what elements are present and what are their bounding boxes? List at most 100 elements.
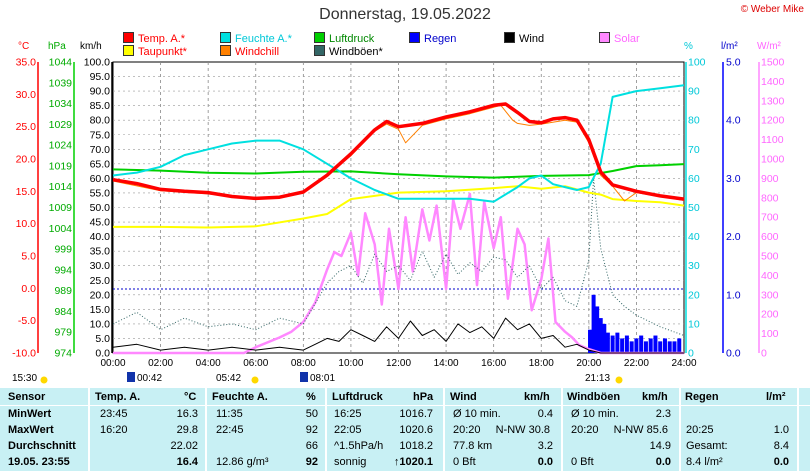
th-wind-unit: km/h	[524, 391, 550, 403]
wind-axis-label: 0.0	[95, 348, 110, 360]
wind-axis-label: 55.0	[90, 187, 111, 199]
table-cell: 50	[305, 408, 318, 420]
table-cell: 8.4	[773, 440, 789, 452]
table-cell: 16.4	[176, 456, 198, 468]
solar-axis-label: 800	[761, 192, 779, 204]
rain-bar	[653, 335, 658, 353]
unit-hpa: hPa	[48, 41, 66, 52]
table-cell: ↑1020.1	[393, 456, 433, 468]
series-line-windben	[112, 177, 685, 336]
table-cell: 22:45	[216, 424, 244, 436]
series-line-solar	[113, 192, 684, 355]
legend-swatch	[123, 45, 134, 56]
temp-axis-label: 35.0	[16, 57, 37, 69]
pressure-axis-label: 974	[54, 348, 72, 360]
wind-axis-label: 5.0	[95, 333, 110, 345]
solar-axis-label: 1300	[761, 95, 785, 107]
sunset-marker	[615, 376, 623, 384]
unit-lm2: l/m²	[721, 41, 738, 52]
legend-label: Luftdruck	[329, 33, 375, 45]
legend-swatch	[504, 32, 515, 43]
th-temp: Temp. A.	[95, 391, 141, 403]
table-cell: Durchschnitt	[8, 440, 76, 452]
unit-celsius: °C	[18, 41, 30, 52]
table-cell: Gesamt:	[686, 440, 728, 452]
x-tick-label: 10:00	[338, 358, 363, 369]
temp-axis-label: 0.0	[21, 283, 36, 295]
rain-axis-label: 2.0	[726, 231, 741, 243]
solar-axis-label: 900	[761, 173, 779, 185]
solar-axis-label: 500	[761, 251, 779, 263]
wind-axis-label: 20.0	[90, 289, 111, 301]
wind-axis-label: 45.0	[90, 217, 111, 229]
rain-bar	[615, 332, 620, 353]
table-cell: 11:35	[216, 408, 243, 420]
rain-axis-label: 0.0	[726, 348, 741, 360]
table-cell: 12.86 g/m³	[216, 456, 269, 468]
wind-axis-label: 65.0	[90, 158, 111, 170]
legend-label: Wind	[519, 33, 545, 45]
table-cell: 66	[305, 440, 318, 452]
pressure-axis-label: 984	[54, 306, 72, 318]
temp-axis-label: -5.0	[18, 315, 36, 327]
rain-bar	[610, 335, 615, 353]
table-cell: 1020.6	[399, 424, 433, 436]
table-cell: 22:05	[334, 424, 362, 436]
table-cell: 0.0	[537, 456, 553, 468]
solar-axis-label: 1100	[761, 134, 784, 146]
x-tick-label: 08:00	[291, 358, 316, 369]
page-title: Donnerstag, 19.05.2022	[319, 6, 491, 23]
wind-axis-label: 95.0	[90, 71, 111, 83]
stats-table	[0, 388, 810, 471]
sunrise-marker	[251, 376, 259, 384]
legend-item: Solar	[599, 32, 640, 45]
pressure-axis-label: 979	[54, 327, 72, 339]
wind-axis-label: 85.0	[90, 100, 111, 112]
table-cell: 77.8 km	[453, 440, 493, 452]
table-cell: sonnig	[334, 456, 367, 468]
x-tick-label: 06:00	[243, 358, 268, 369]
humidity-axis-label: 70	[688, 144, 700, 156]
th-wind: Wind	[450, 391, 477, 403]
humidity-axis-label: 90	[688, 86, 700, 98]
table-cell: 23:45	[100, 408, 128, 420]
pressure-axis-label: 999	[54, 244, 72, 256]
unit-percent: %	[684, 41, 693, 52]
wind-axis-label: 15.0	[90, 304, 111, 316]
solar-axis-label: 1000	[761, 154, 785, 166]
table-cell: MaxWert	[8, 424, 54, 436]
rain-bar	[588, 329, 593, 353]
rain-bar	[629, 341, 634, 353]
wind-axis-label: 50.0	[90, 202, 111, 214]
table-cell: 0 Bft	[571, 456, 594, 468]
wind-axis-label: 90.0	[90, 86, 111, 98]
temp-axis-label: 20.0	[16, 154, 37, 166]
sunset-label: 21:13	[585, 373, 610, 384]
rain-bar	[643, 341, 648, 353]
table-cell: Ø 10 min.	[571, 408, 619, 420]
legend-swatch	[220, 32, 231, 43]
legend-label: Regen	[424, 33, 457, 45]
rain-bar	[620, 338, 625, 353]
rain-bar	[677, 338, 682, 353]
table-cell: 3.2	[537, 440, 553, 452]
legend-label: Temp. A.*	[138, 33, 186, 45]
solar-axis-label: 200	[761, 309, 779, 321]
rain-bar	[624, 335, 629, 353]
pressure-axis-label: 1004	[49, 223, 73, 235]
humidity-axis-label: 50	[688, 202, 700, 214]
x-tick-label: 18:00	[529, 358, 554, 369]
th-rain: Regen	[685, 391, 719, 403]
table-cell: 92	[305, 424, 318, 436]
table-cell: N-NW 85.6	[613, 424, 668, 436]
table-cell: 16:25	[334, 408, 362, 420]
solar-axis-label: 1500	[761, 57, 785, 69]
legend-label: Taupunkt*	[138, 46, 187, 58]
x-tick-label: 00:00	[100, 358, 125, 369]
th-press-unit: hPa	[413, 391, 434, 403]
pressure-axis-label: 1019	[49, 160, 73, 172]
th-gust: Windböen	[567, 391, 621, 403]
x-tick-label: 12:00	[386, 358, 411, 369]
solar-axis-label: 700	[761, 212, 779, 224]
table-cell: 16:20	[100, 424, 128, 436]
